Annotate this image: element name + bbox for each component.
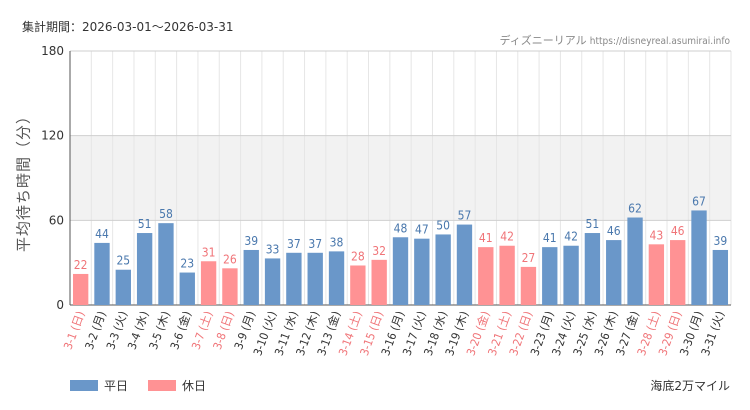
data-label: 39 — [244, 234, 258, 248]
bar — [264, 258, 281, 305]
data-label: 48 — [394, 221, 408, 235]
bar — [222, 268, 238, 305]
y-tick-label: 180 — [41, 44, 64, 58]
data-label: 39 — [713, 234, 727, 248]
data-label: 33 — [266, 242, 280, 256]
data-label: 37 — [287, 237, 301, 251]
data-label: 28 — [351, 249, 365, 263]
data-label: 62 — [628, 202, 642, 216]
bar — [243, 249, 259, 305]
y-tick-label: 120 — [41, 129, 64, 143]
bar — [456, 224, 473, 305]
data-label: 51 — [138, 217, 152, 231]
data-label: 25 — [116, 254, 130, 268]
bar — [115, 269, 131, 305]
bar — [584, 233, 601, 305]
bar — [670, 240, 686, 305]
source-credit[interactable]: ディズニーリアル https://disneyreal.asumirai.inf… — [500, 32, 730, 48]
attraction-name: 海底2万マイル — [650, 379, 730, 393]
bar — [648, 244, 665, 305]
data-label: 22 — [74, 258, 88, 272]
bar — [520, 266, 537, 305]
data-label: 43 — [650, 228, 664, 242]
legend-label-weekday: 平日 — [104, 379, 129, 393]
data-label: 47 — [415, 223, 429, 237]
data-label: 50 — [436, 218, 450, 232]
bar — [200, 261, 217, 305]
data-label: 41 — [479, 231, 493, 245]
bar — [307, 252, 323, 305]
data-label: 44 — [95, 227, 109, 241]
data-label: 46 — [671, 224, 685, 238]
data-label: 23 — [180, 257, 194, 271]
data-label: 46 — [607, 224, 621, 238]
y-tick-label: 0 — [56, 298, 64, 312]
data-label: 32 — [372, 244, 386, 258]
data-label: 37 — [308, 237, 322, 251]
bar — [712, 249, 729, 305]
data-label: 42 — [564, 230, 578, 244]
bar — [435, 234, 451, 305]
bar — [286, 252, 302, 305]
data-label: 51 — [586, 217, 600, 231]
period-label: 集計期間：2026-03-01〜2026-03-31 — [22, 20, 234, 34]
legend-swatch-holiday — [148, 380, 177, 391]
bar — [158, 223, 174, 305]
bar — [392, 237, 409, 305]
bar — [563, 245, 579, 305]
data-label: 67 — [692, 194, 706, 208]
source-url[interactable]: https://disneyreal.asumirai.info — [589, 36, 730, 47]
band-60-120 — [70, 135, 731, 221]
data-label: 42 — [500, 230, 514, 244]
bar — [371, 259, 387, 305]
bar — [328, 251, 345, 305]
data-label: 57 — [458, 209, 472, 223]
data-label: 41 — [543, 231, 557, 245]
bar — [72, 273, 89, 305]
bar — [606, 240, 622, 305]
bar — [499, 245, 515, 305]
bar — [136, 233, 153, 305]
legend-item-weekday: 平日 — [70, 377, 128, 394]
data-label: 26 — [223, 252, 237, 266]
source-name: ディズニーリアル — [499, 34, 587, 47]
bar — [94, 242, 110, 305]
data-label: 38 — [330, 235, 344, 249]
bar — [179, 272, 195, 305]
legend: 平日 休日 — [70, 377, 206, 394]
bar — [414, 238, 430, 305]
bar — [627, 217, 643, 305]
data-label: 27 — [522, 251, 536, 265]
legend-item-holiday: 休日 — [148, 377, 206, 394]
legend-swatch-weekday — [70, 380, 98, 391]
bar — [691, 210, 707, 305]
bar — [350, 265, 366, 305]
legend-label-holiday: 休日 — [182, 379, 207, 393]
data-label: 31 — [202, 245, 216, 259]
bar — [478, 247, 494, 305]
bar — [542, 247, 558, 305]
y-tick-label: 60 — [49, 213, 64, 227]
data-label: 58 — [159, 207, 173, 221]
